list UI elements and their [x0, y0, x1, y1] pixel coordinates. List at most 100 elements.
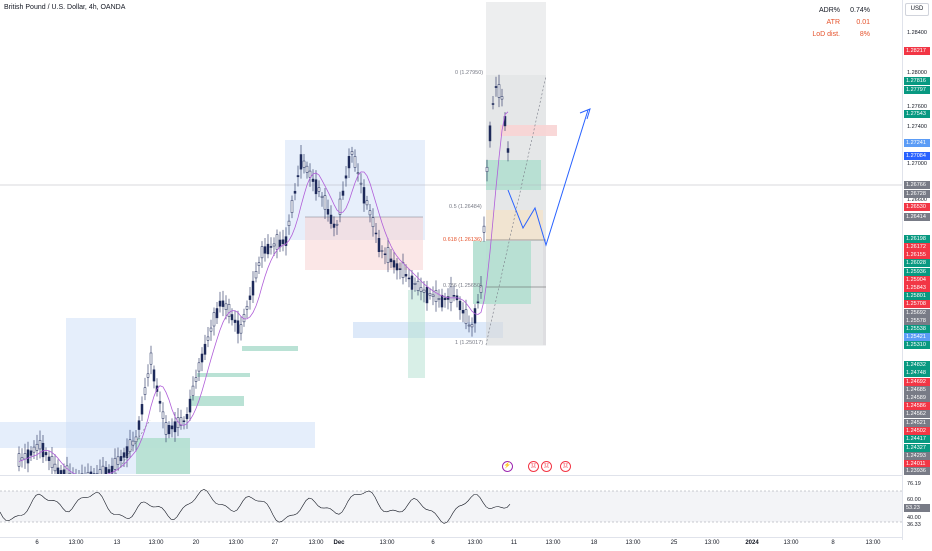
- candle-body: [132, 441, 134, 445]
- candle-body: [342, 191, 344, 195]
- rsi-scale-label: 36.33: [907, 522, 921, 528]
- candle-body: [378, 238, 380, 251]
- candle-body: [393, 261, 395, 268]
- candle-body: [195, 378, 197, 382]
- price-tag: 1.24327: [904, 444, 930, 452]
- candle-body: [252, 281, 254, 295]
- currency-badge[interactable]: USD: [905, 3, 929, 16]
- price-chart-pane[interactable]: British Pound / U.S. Dollar, 4h, OANDA A…: [0, 0, 902, 474]
- drawing-zone: [66, 318, 136, 474]
- candle-body: [459, 301, 461, 310]
- price-tag: 1.27241: [904, 139, 930, 147]
- time-axis-label: 8: [831, 540, 834, 546]
- time-axis-label: 20: [193, 540, 200, 546]
- us-flag-icon[interactable]: 🇺: [528, 461, 539, 472]
- candle-body: [375, 233, 377, 234]
- time-axis-label: 13:00: [783, 540, 798, 546]
- drawing-zone: [543, 241, 546, 345]
- candle-body: [270, 246, 272, 247]
- us-flag-icon[interactable]: 🇺: [560, 461, 571, 472]
- candle-body: [357, 173, 359, 174]
- drawing-zone: [408, 290, 425, 378]
- price-scale-label: 1.28400: [907, 30, 927, 36]
- drawing-zone: [473, 241, 531, 304]
- price-scale-label: 1.28000: [907, 70, 927, 76]
- time-axis-label: 2024: [745, 540, 758, 546]
- candle-body: [90, 472, 92, 474]
- rsi-canvas[interactable]: [0, 476, 902, 537]
- candle-body: [108, 469, 110, 472]
- candle-body: [198, 363, 200, 371]
- drawing-zone: [353, 322, 503, 338]
- candle-body: [348, 156, 350, 168]
- candle-body: [255, 271, 257, 278]
- rsi-band: [0, 491, 902, 522]
- time-axis-label: 11: [511, 540, 517, 546]
- candle-body: [294, 191, 296, 193]
- candle-body: [36, 444, 38, 450]
- candle-body: [165, 423, 167, 435]
- time-axis-label: 6: [35, 540, 38, 546]
- candle-body: [288, 221, 290, 226]
- rsi-pane[interactable]: [0, 475, 902, 537]
- fib-level-label: 0.786 (1.25650): [443, 283, 482, 289]
- candle-body: [204, 344, 206, 354]
- candle-body: [213, 313, 215, 326]
- candle-body: [159, 401, 161, 403]
- candle-body: [231, 314, 233, 319]
- candle-body: [27, 450, 29, 463]
- candle-body: [414, 283, 416, 284]
- candle-body: [420, 288, 422, 292]
- lightning-icon[interactable]: ⚡: [502, 461, 513, 472]
- candle-body: [240, 325, 242, 333]
- candle-body: [384, 254, 386, 255]
- candle-body: [291, 200, 293, 212]
- candle-body: [57, 468, 59, 474]
- candle-body: [432, 295, 434, 297]
- price-scale-label: 1.27000: [907, 161, 927, 167]
- candle-body: [45, 452, 47, 455]
- candle-body: [48, 457, 50, 461]
- candle-body: [468, 325, 470, 326]
- price-tag: 1.25708: [904, 300, 930, 308]
- price-tag: 1.26198: [904, 235, 930, 243]
- candle-body: [426, 287, 428, 303]
- candle-body: [312, 179, 314, 182]
- candle-body: [402, 263, 404, 278]
- candle-body: [405, 274, 407, 276]
- candle-body: [465, 310, 467, 324]
- price-tag: 1.24692: [904, 378, 930, 386]
- candle-body: [453, 295, 455, 296]
- candle-body: [69, 473, 71, 474]
- rsi-scale-label: 40.00: [907, 515, 921, 521]
- us-flag-icon[interactable]: 🇺: [541, 461, 552, 472]
- price-tag: 1.25904: [904, 276, 930, 284]
- candle-body: [411, 276, 413, 290]
- time-axis-label: 13:00: [308, 540, 323, 546]
- fib-level-label: 0 (1.27950): [455, 70, 483, 76]
- candle-body: [273, 244, 275, 246]
- candle-body: [144, 388, 146, 395]
- candle-body: [423, 290, 425, 292]
- candle-body: [387, 248, 389, 263]
- candle-body: [147, 374, 149, 377]
- candle-body: [444, 298, 446, 300]
- candle-body: [363, 187, 365, 203]
- price-tag: 1.25310: [904, 341, 930, 349]
- candle-body: [135, 437, 137, 442]
- candle-body: [30, 451, 32, 456]
- candle-body: [39, 440, 41, 449]
- symbol-title[interactable]: British Pound / U.S. Dollar, 4h, OANDA: [4, 4, 125, 11]
- candle-body: [381, 250, 383, 251]
- adr-row: ADR%0.74%: [812, 5, 870, 17]
- candle-body: [225, 304, 227, 310]
- candle-body: [234, 320, 236, 323]
- fib-level-label: 0.5 (1.26484): [449, 204, 482, 210]
- time-axis-label: 13:00: [148, 540, 163, 546]
- candle-body: [495, 86, 497, 87]
- time-axis-label: 13:00: [865, 540, 880, 546]
- candle-body: [24, 454, 26, 460]
- candle-body: [117, 457, 119, 465]
